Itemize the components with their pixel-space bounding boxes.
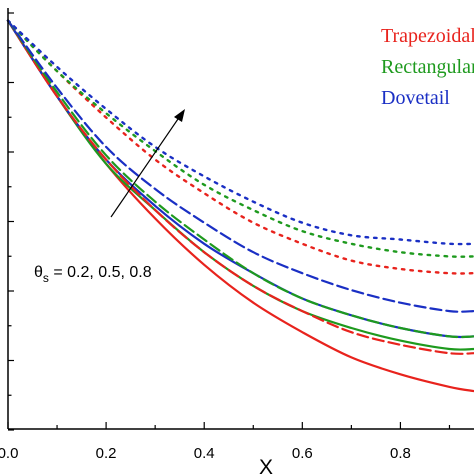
x-axis-title: X	[259, 456, 273, 474]
annotation: θs = 0.2, 0.5, 0.8	[34, 109, 185, 285]
series-line-trapezoidal-dashed	[6, 19, 474, 355]
series-line-dovetail-dotted	[6, 19, 474, 246]
x-tick-label: 0.4	[194, 445, 215, 462]
theta-subscript: s	[43, 271, 49, 285]
series-line-dovetail-dashed	[6, 19, 474, 313]
legend-entry-trapezoidal: Trapezoidal	[381, 25, 474, 47]
legend-entry-dovetail: Dovetail	[381, 87, 450, 109]
legend: Trapezoidal Rectangular Dovetail	[381, 25, 474, 109]
series-line-trapezoidal-dotted	[6, 19, 474, 275]
trend-arrow-head	[174, 109, 185, 122]
axes-layer: 0.0 0.2 0.4 0.6 0.8 X	[0, 8, 474, 474]
legend-entry-rectangular: Rectangular	[381, 56, 474, 78]
series-line-rectangular-dotted	[6, 19, 474, 258]
x-tick-label: 0.0	[0, 445, 18, 462]
theta-label: θs = 0.2, 0.5, 0.8	[34, 264, 152, 285]
x-tick-label: 0.6	[292, 445, 313, 462]
series-line-rectangular-solid	[6, 19, 474, 351]
trend-arrow-shaft	[110, 118, 179, 218]
x-tick-label: 0.8	[390, 445, 411, 462]
theta-symbol: θ	[34, 264, 43, 281]
x-tick-label: 0.2	[96, 445, 117, 462]
theta-values: = 0.2, 0.5, 0.8	[49, 264, 152, 281]
series-layer	[6, 19, 474, 393]
